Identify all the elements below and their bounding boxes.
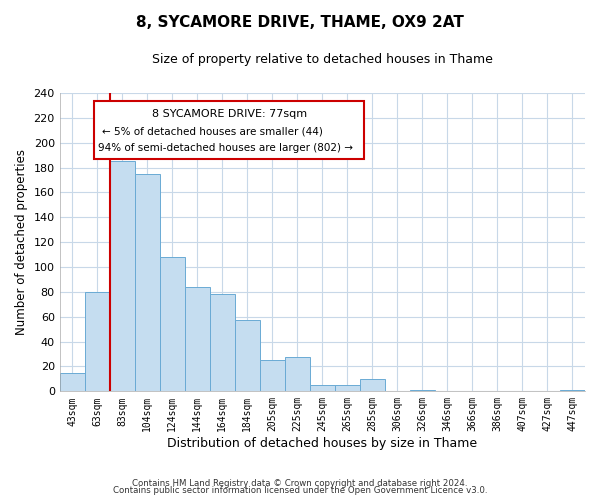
Bar xyxy=(560,390,585,392)
Bar xyxy=(59,372,85,392)
Title: Size of property relative to detached houses in Thame: Size of property relative to detached ho… xyxy=(152,52,493,66)
X-axis label: Distribution of detached houses by size in Thame: Distribution of detached houses by size … xyxy=(167,437,478,450)
FancyBboxPatch shape xyxy=(94,100,364,158)
Text: 8 SYCAMORE DRIVE: 77sqm: 8 SYCAMORE DRIVE: 77sqm xyxy=(152,109,307,119)
Bar xyxy=(360,379,385,392)
Bar xyxy=(285,356,310,392)
Text: 94% of semi-detached houses are larger (802) →: 94% of semi-detached houses are larger (… xyxy=(98,144,353,154)
Text: Contains HM Land Registry data © Crown copyright and database right 2024.: Contains HM Land Registry data © Crown c… xyxy=(132,478,468,488)
Bar xyxy=(160,257,185,392)
Bar xyxy=(235,320,260,392)
Y-axis label: Number of detached properties: Number of detached properties xyxy=(15,149,28,335)
Bar xyxy=(185,287,210,392)
Bar xyxy=(310,385,335,392)
Bar xyxy=(135,174,160,392)
Bar xyxy=(335,385,360,392)
Bar xyxy=(85,292,110,392)
Bar xyxy=(260,360,285,392)
Bar xyxy=(210,294,235,392)
Text: ← 5% of detached houses are smaller (44): ← 5% of detached houses are smaller (44) xyxy=(101,126,323,136)
Text: 8, SYCAMORE DRIVE, THAME, OX9 2AT: 8, SYCAMORE DRIVE, THAME, OX9 2AT xyxy=(136,15,464,30)
Text: Contains public sector information licensed under the Open Government Licence v3: Contains public sector information licen… xyxy=(113,486,487,495)
Bar xyxy=(110,162,135,392)
Bar xyxy=(410,390,435,392)
